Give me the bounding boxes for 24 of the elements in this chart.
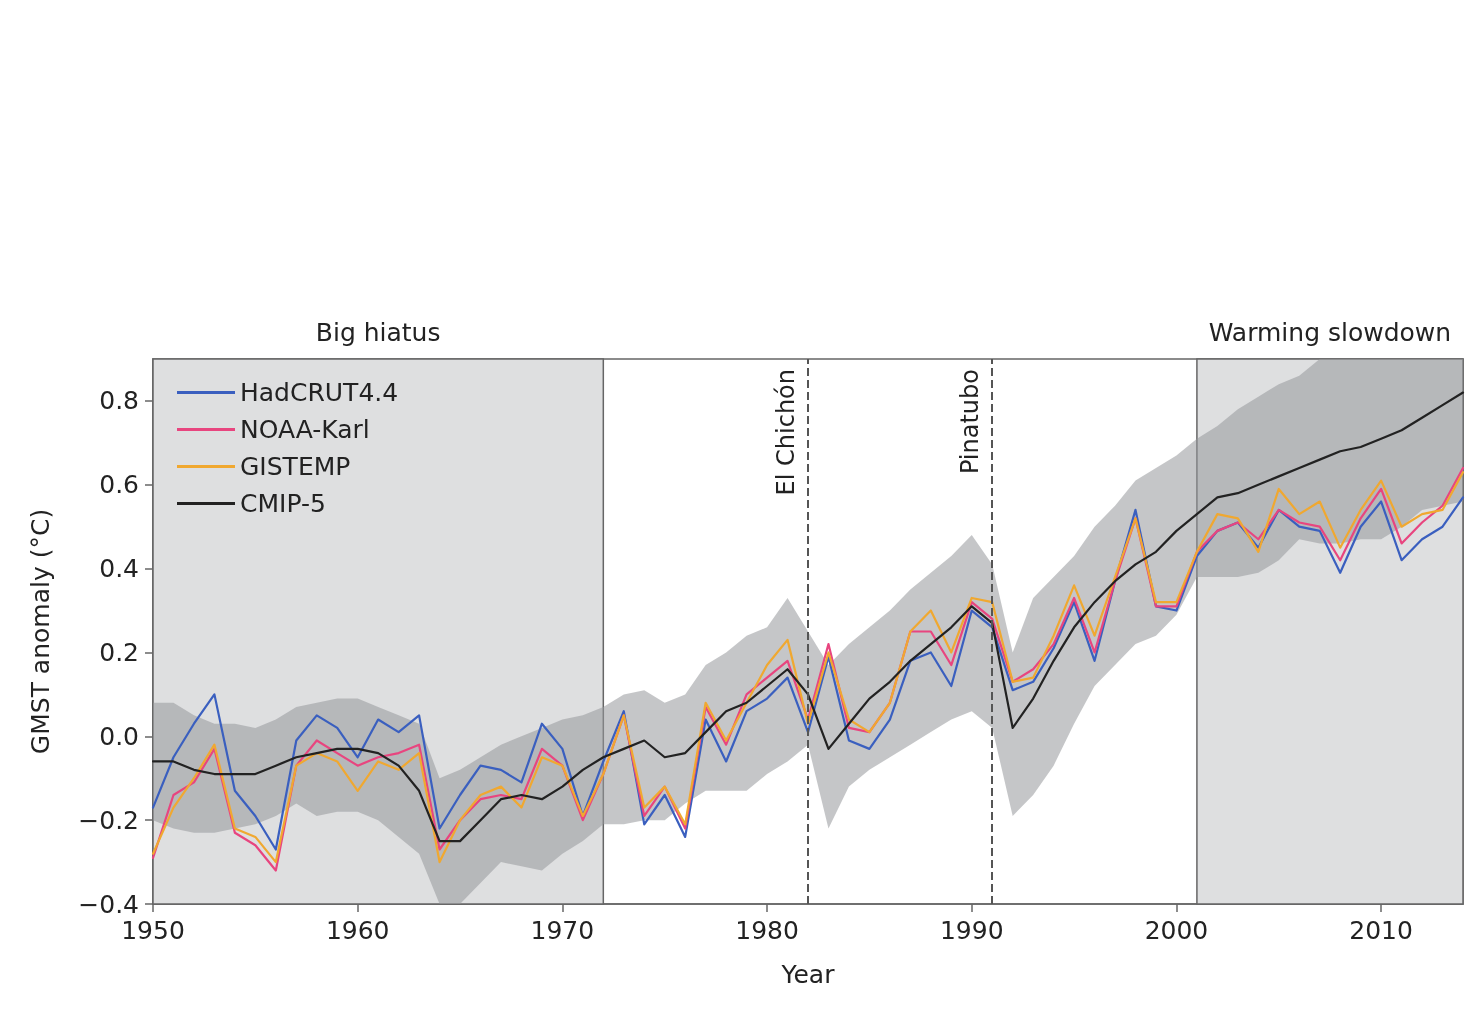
y-tick-label: 0.0 [99,721,139,751]
x-tick-label: 2010 [1349,916,1413,945]
band-label: Big hiatus [315,318,441,347]
x-tick-label: 2000 [1144,916,1209,945]
legend-label: CMIP-5 [240,489,326,518]
y-tick-label: −0.2 [78,805,139,835]
x-tick-label: 1990 [939,916,1004,945]
y-tick-label: 0.4 [99,554,139,584]
ref-line-label: El Chichón [772,369,800,496]
legend-label: HadCRUT4.4 [240,378,399,407]
band-label: Warming slowdown [1208,318,1452,347]
ref-line-label: Pinatubo [956,369,985,475]
y-tick-label: 0.8 [99,386,139,416]
y-tick-label: 0.2 [99,637,139,667]
x-tick-label: 1960 [325,916,390,945]
x-tick-label: 1980 [735,916,799,945]
y-tick-label: 0.6 [99,470,139,500]
legend-label: GISTEMP [240,452,351,481]
legend-label: NOAA-Karl [240,415,370,444]
x-axis-title: Year [780,960,836,989]
x-tick-label: 1950 [121,916,185,945]
y-tick-label: −0.4 [78,889,139,919]
x-tick-label: 1970 [530,916,595,945]
y-axis-title: GMST anomaly (°C) [26,508,55,755]
